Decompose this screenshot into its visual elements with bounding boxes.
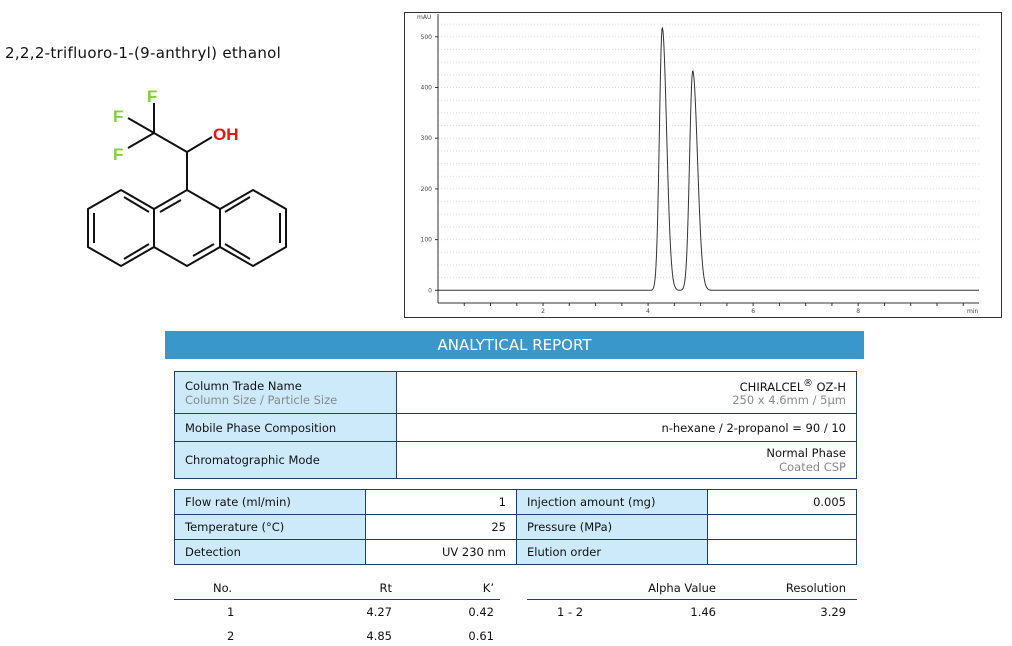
condition-value: 1 — [365, 489, 517, 515]
mobile-phase-row: Mobile Phase Composition n-hexane / 2-pr… — [174, 413, 857, 442]
molecule-structure: F F F OH — [87, 87, 287, 268]
y-tick-label: 500 — [421, 34, 433, 41]
y-tick-label: 300 — [421, 135, 433, 142]
y-axis-label: mAU — [417, 14, 431, 21]
condition-label: Temperature (°C) — [174, 514, 366, 540]
mode-label: Chromatographic Mode — [174, 441, 397, 479]
y-tick-label: 200 — [421, 186, 433, 193]
mode-subvalue: Coated CSP — [779, 460, 846, 474]
pair-resolution: 3.29 — [820, 605, 846, 619]
column-value: CHIRALCEL® OZ-H — [739, 377, 846, 394]
column-size-value: 250 x 4.6mm / 5µm — [732, 393, 846, 408]
x-axis-label: min — [967, 308, 979, 315]
row-rt: 4.27 — [366, 605, 392, 619]
conditions-table: Flow rate (ml/min) 1 Injection amount (mg)… — [174, 489, 857, 565]
condition-value: 25 — [365, 514, 517, 540]
header-resolution: Resolution — [785, 581, 846, 595]
fluorine-atom: F — [113, 107, 123, 126]
anthracene-bonds — [87, 103, 287, 268]
column-label: Column Trade Name — [185, 378, 302, 393]
header-rt: Rt — [379, 581, 393, 595]
chromatogram-plot: 0 100 200 300 400 500 2 4 6 8 mAU min — [417, 14, 979, 315]
mobile-phase-value: n-hexane / 2-propanol = 90 / 10 — [396, 413, 857, 442]
divider — [527, 599, 857, 600]
condition-value — [707, 539, 857, 565]
fluorine-atom: F — [147, 87, 157, 106]
row-no: 1 — [227, 605, 235, 619]
column-size-label: Column Size / Particle Size — [185, 392, 338, 407]
x-tick-label: 4 — [646, 308, 650, 315]
x-tick-label: 2 — [541, 308, 545, 315]
row-rt: 4.85 — [366, 629, 392, 643]
mode-row: Chromatographic Mode Normal Phase Coated … — [174, 441, 857, 479]
x-tick-label: 8 — [856, 308, 860, 315]
condition-value: UV 230 nm — [365, 539, 517, 565]
condition-row: Temperature (°C) 25 Pressure (MPa) — [174, 514, 857, 540]
condition-value — [707, 514, 857, 540]
condition-row: Flow rate (ml/min) 1 Injection amount (mg)… — [174, 489, 857, 515]
y-tick-label: 0 — [428, 287, 432, 294]
condition-row: Detection UV 230 nm Elution order — [174, 539, 857, 565]
condition-value: 0.005 — [707, 489, 857, 515]
chromatogram: 0 100 200 300 400 500 2 4 6 8 mAU min — [404, 12, 1002, 318]
divider — [174, 599, 500, 600]
condition-label: Pressure (MPa) — [516, 514, 708, 540]
condition-label: Flow rate (ml/min) — [174, 489, 366, 515]
y-tick-label: 400 — [421, 85, 433, 92]
fluorine-atom: F — [113, 145, 123, 164]
header-k: K’ — [482, 581, 494, 595]
row-no: 2 — [227, 629, 235, 643]
condition-label: Elution order — [516, 539, 708, 565]
compound-name: 2,2,2-trifluoro-1-(9-anthryl) ethanol — [5, 44, 282, 62]
column-row: Column Trade Name Column Size / Particle … — [174, 371, 857, 414]
y-tick-label: 100 — [421, 237, 433, 244]
row-k: 0.61 — [468, 629, 494, 643]
header-no: No. — [213, 581, 233, 595]
column-info-table: Column Trade Name Column Size / Particle … — [174, 371, 857, 479]
condition-label: Detection — [174, 539, 366, 565]
mobile-phase-label: Mobile Phase Composition — [174, 413, 397, 442]
pair-label: 1 - 2 — [557, 605, 584, 619]
hydroxyl-group: OH — [213, 125, 239, 144]
condition-label: Injection amount (mg) — [516, 489, 708, 515]
report-banner: ANALYTICAL REPORT — [165, 331, 864, 359]
mode-value: Normal Phase — [766, 446, 846, 460]
header-alpha: Alpha Value — [648, 581, 716, 595]
x-tick-label: 6 — [751, 308, 755, 315]
row-k: 0.42 — [468, 605, 494, 619]
chromatogram-trace — [438, 26, 979, 291]
pair-alpha: 1.46 — [690, 605, 716, 619]
